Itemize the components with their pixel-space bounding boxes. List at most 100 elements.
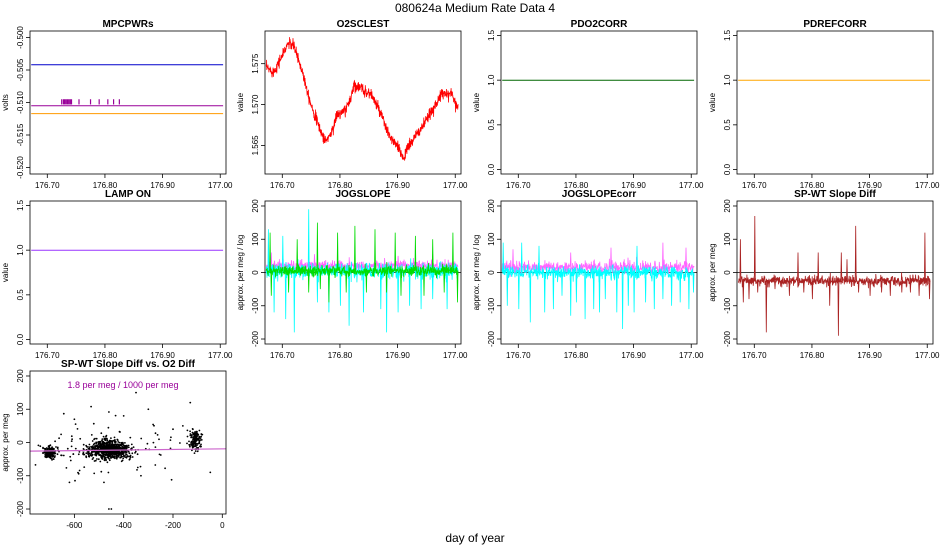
scatter-point — [192, 436, 195, 438]
scatter-point — [87, 448, 90, 450]
panel-frame — [500, 30, 698, 175]
x-tick-label: 176.80 — [93, 351, 118, 360]
scatter-point — [127, 446, 130, 449]
x-tick-label: 0 — [220, 521, 225, 530]
scatter-point — [44, 448, 47, 451]
scatter-point — [51, 446, 53, 449]
y-axis-label: value — [472, 92, 481, 112]
panel-title: PDREFCORR — [803, 19, 867, 30]
scatter-point — [118, 430, 121, 433]
y-tick-label: -0.500 — [16, 26, 25, 49]
scatter-point — [90, 434, 93, 436]
scatter-point — [107, 441, 110, 444]
scatter-point — [115, 457, 118, 460]
scatter-point — [101, 446, 104, 449]
scatter-point — [102, 444, 105, 447]
scatter-point — [106, 461, 109, 464]
scatter-point — [107, 426, 110, 429]
scatter-point — [170, 478, 173, 481]
scatter-point — [88, 455, 91, 458]
scatter-point — [105, 434, 108, 437]
scatter-point — [104, 439, 107, 442]
scatter-point — [91, 440, 94, 442]
y-tick-label: 0.0 — [16, 333, 25, 345]
scatter-point — [69, 459, 72, 462]
scatter-point — [107, 456, 110, 459]
scatter-point — [194, 439, 197, 442]
scatter-point — [118, 444, 120, 447]
scatter-point — [106, 456, 109, 459]
scatter-point — [112, 456, 115, 458]
x-tick-label: 177.00 — [443, 181, 468, 190]
x-tick-label: 176.70 — [35, 181, 60, 190]
y-tick-label: 1.565 — [251, 135, 260, 156]
scatter-point — [110, 437, 112, 439]
scatter-point — [51, 456, 53, 458]
scatter-point — [100, 470, 103, 473]
scatter-point — [196, 450, 199, 453]
scatter-point — [74, 479, 76, 482]
y-tick-label: -100 — [487, 297, 496, 314]
x-tick-label: 176.90 — [385, 351, 410, 360]
y-tick-label: 1.570 — [251, 94, 260, 115]
scatter-point — [99, 460, 102, 463]
y-axis-label: value — [708, 92, 717, 112]
scatter-point — [54, 455, 56, 457]
scatter-point — [129, 436, 132, 439]
scatter-point — [94, 447, 97, 449]
scatter-point — [190, 440, 193, 443]
panel-lampon: LAMP ON value 176.70 176.80 176.90 177.00 0.0 0… — [1, 189, 233, 360]
x-tick-label: 177.00 — [915, 351, 940, 360]
y-tick-label: 1.5 — [723, 29, 732, 41]
scatter-point — [91, 454, 93, 457]
scatter-point — [130, 443, 133, 446]
scatter-point — [83, 453, 86, 456]
scatter-point — [44, 453, 47, 456]
scatter-point — [41, 452, 44, 454]
scatter-point — [78, 469, 81, 472]
scatter-point — [188, 443, 191, 446]
y-tick-label: 1.5 — [487, 29, 496, 41]
panel-mpcpwrs: MPCPWRs volts 176.70 176.80 176.90 177.00 -0.5… — [1, 19, 233, 190]
scatter-point — [93, 472, 96, 475]
scatter-point — [120, 441, 123, 444]
scatter-point — [164, 467, 167, 470]
scatter-point — [200, 435, 203, 438]
scatter-point — [46, 456, 49, 458]
plot-area — [737, 215, 933, 336]
y-tick-label: 0 — [723, 270, 732, 275]
scatter-point — [198, 429, 201, 432]
scatter-point — [198, 435, 201, 438]
scatter-point — [186, 442, 188, 445]
scatter-point — [110, 440, 113, 443]
scatter-point — [106, 455, 109, 457]
scatter-point — [120, 460, 123, 463]
scatter-point — [169, 439, 172, 441]
scatter-point — [58, 437, 60, 440]
scatter-point — [115, 446, 118, 449]
x-tick-label: 177.00 — [208, 351, 233, 360]
x-tick-label: 176.90 — [621, 351, 646, 360]
scatter-point — [116, 443, 118, 446]
scatter-point — [195, 430, 198, 433]
x-tick-label: 176.70 — [270, 181, 295, 190]
scatter-point — [49, 451, 52, 454]
x-tick-label: 176.70 — [742, 351, 767, 360]
scatter-point — [131, 447, 133, 450]
scatter-point — [112, 444, 114, 447]
y-axis-label: approx. per meg / log — [472, 235, 481, 311]
scatter-point — [42, 446, 44, 449]
scatter-point — [152, 441, 155, 444]
scatter-point — [191, 445, 194, 448]
scatter-point — [100, 456, 103, 458]
scatter-point — [197, 446, 200, 449]
scatter-point — [100, 444, 103, 446]
scatter-point — [189, 401, 192, 404]
scatter-point — [128, 452, 131, 455]
scatter-point — [111, 446, 113, 449]
scatter-point — [101, 439, 103, 442]
panel-title: JOGSLOPEcorr — [562, 189, 637, 200]
scatter-point — [108, 411, 110, 413]
scatter-point — [71, 438, 73, 441]
